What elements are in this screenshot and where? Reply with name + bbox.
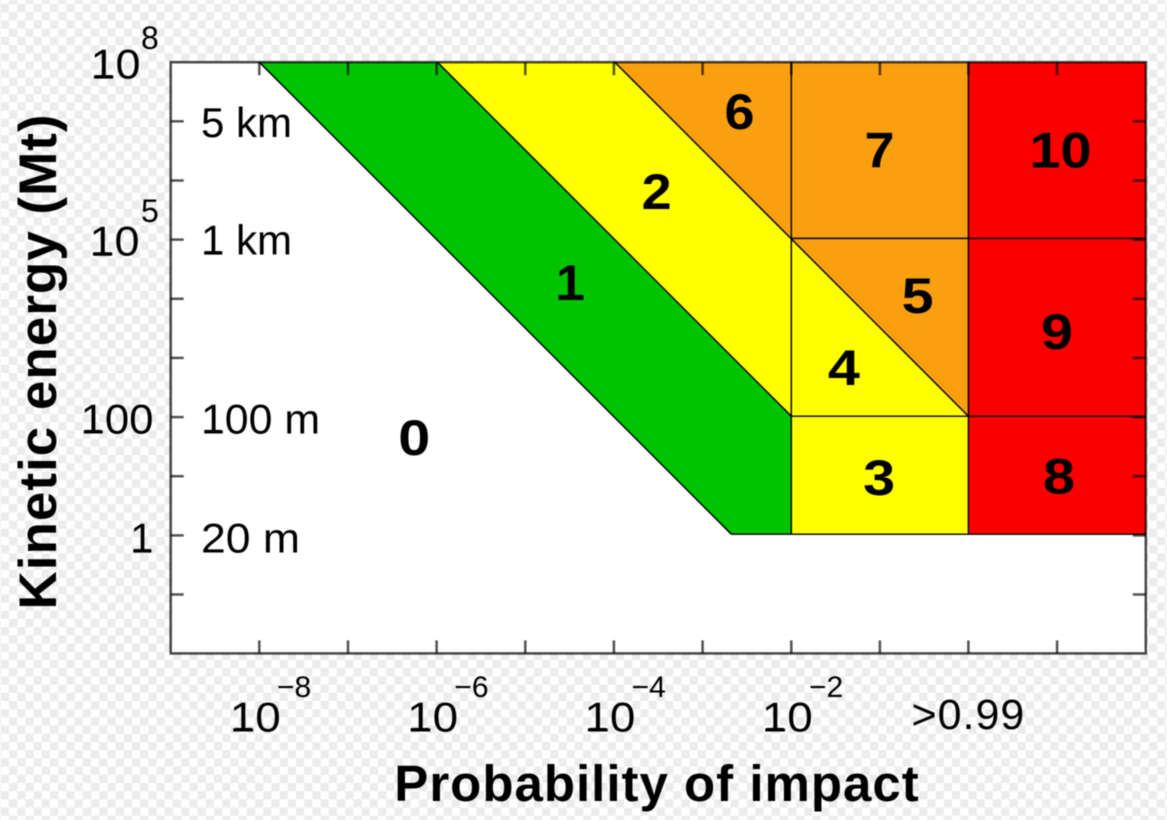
svg-text:10: 10 <box>762 693 813 740</box>
svg-text:10: 10 <box>230 693 281 740</box>
svg-text:6: 6 <box>725 84 755 140</box>
svg-text:100 m: 100 m <box>201 395 320 442</box>
svg-text:>0.99: >0.99 <box>911 691 1025 739</box>
svg-text:100: 100 <box>81 395 154 442</box>
svg-text:−4: −4 <box>632 671 666 704</box>
svg-text:9: 9 <box>1041 304 1073 360</box>
svg-text:−2: −2 <box>809 671 843 704</box>
svg-text:10: 10 <box>91 41 141 88</box>
svg-text:8: 8 <box>141 20 159 56</box>
svg-text:7: 7 <box>865 123 895 179</box>
svg-text:2: 2 <box>642 164 672 220</box>
svg-text:1: 1 <box>130 515 153 562</box>
svg-text:5 km: 5 km <box>201 99 292 146</box>
svg-text:10: 10 <box>584 693 635 740</box>
svg-text:1 km: 1 km <box>201 217 292 264</box>
svg-text:8: 8 <box>1043 449 1075 505</box>
svg-text:20 m: 20 m <box>201 515 300 562</box>
svg-text:0: 0 <box>398 410 430 466</box>
svg-text:1: 1 <box>556 255 584 311</box>
svg-text:−8: −8 <box>277 671 311 704</box>
svg-text:−6: −6 <box>454 671 488 704</box>
svg-text:Kinetic energy (Mt): Kinetic energy (Mt) <box>9 113 68 609</box>
svg-text:4: 4 <box>828 340 860 396</box>
svg-text:10: 10 <box>90 218 140 265</box>
svg-text:10: 10 <box>1030 123 1092 179</box>
svg-text:Probability of impact: Probability of impact <box>394 755 919 812</box>
svg-text:5: 5 <box>902 268 934 324</box>
svg-text:5: 5 <box>141 193 159 229</box>
svg-text:3: 3 <box>863 450 895 506</box>
svg-text:10: 10 <box>407 693 458 740</box>
